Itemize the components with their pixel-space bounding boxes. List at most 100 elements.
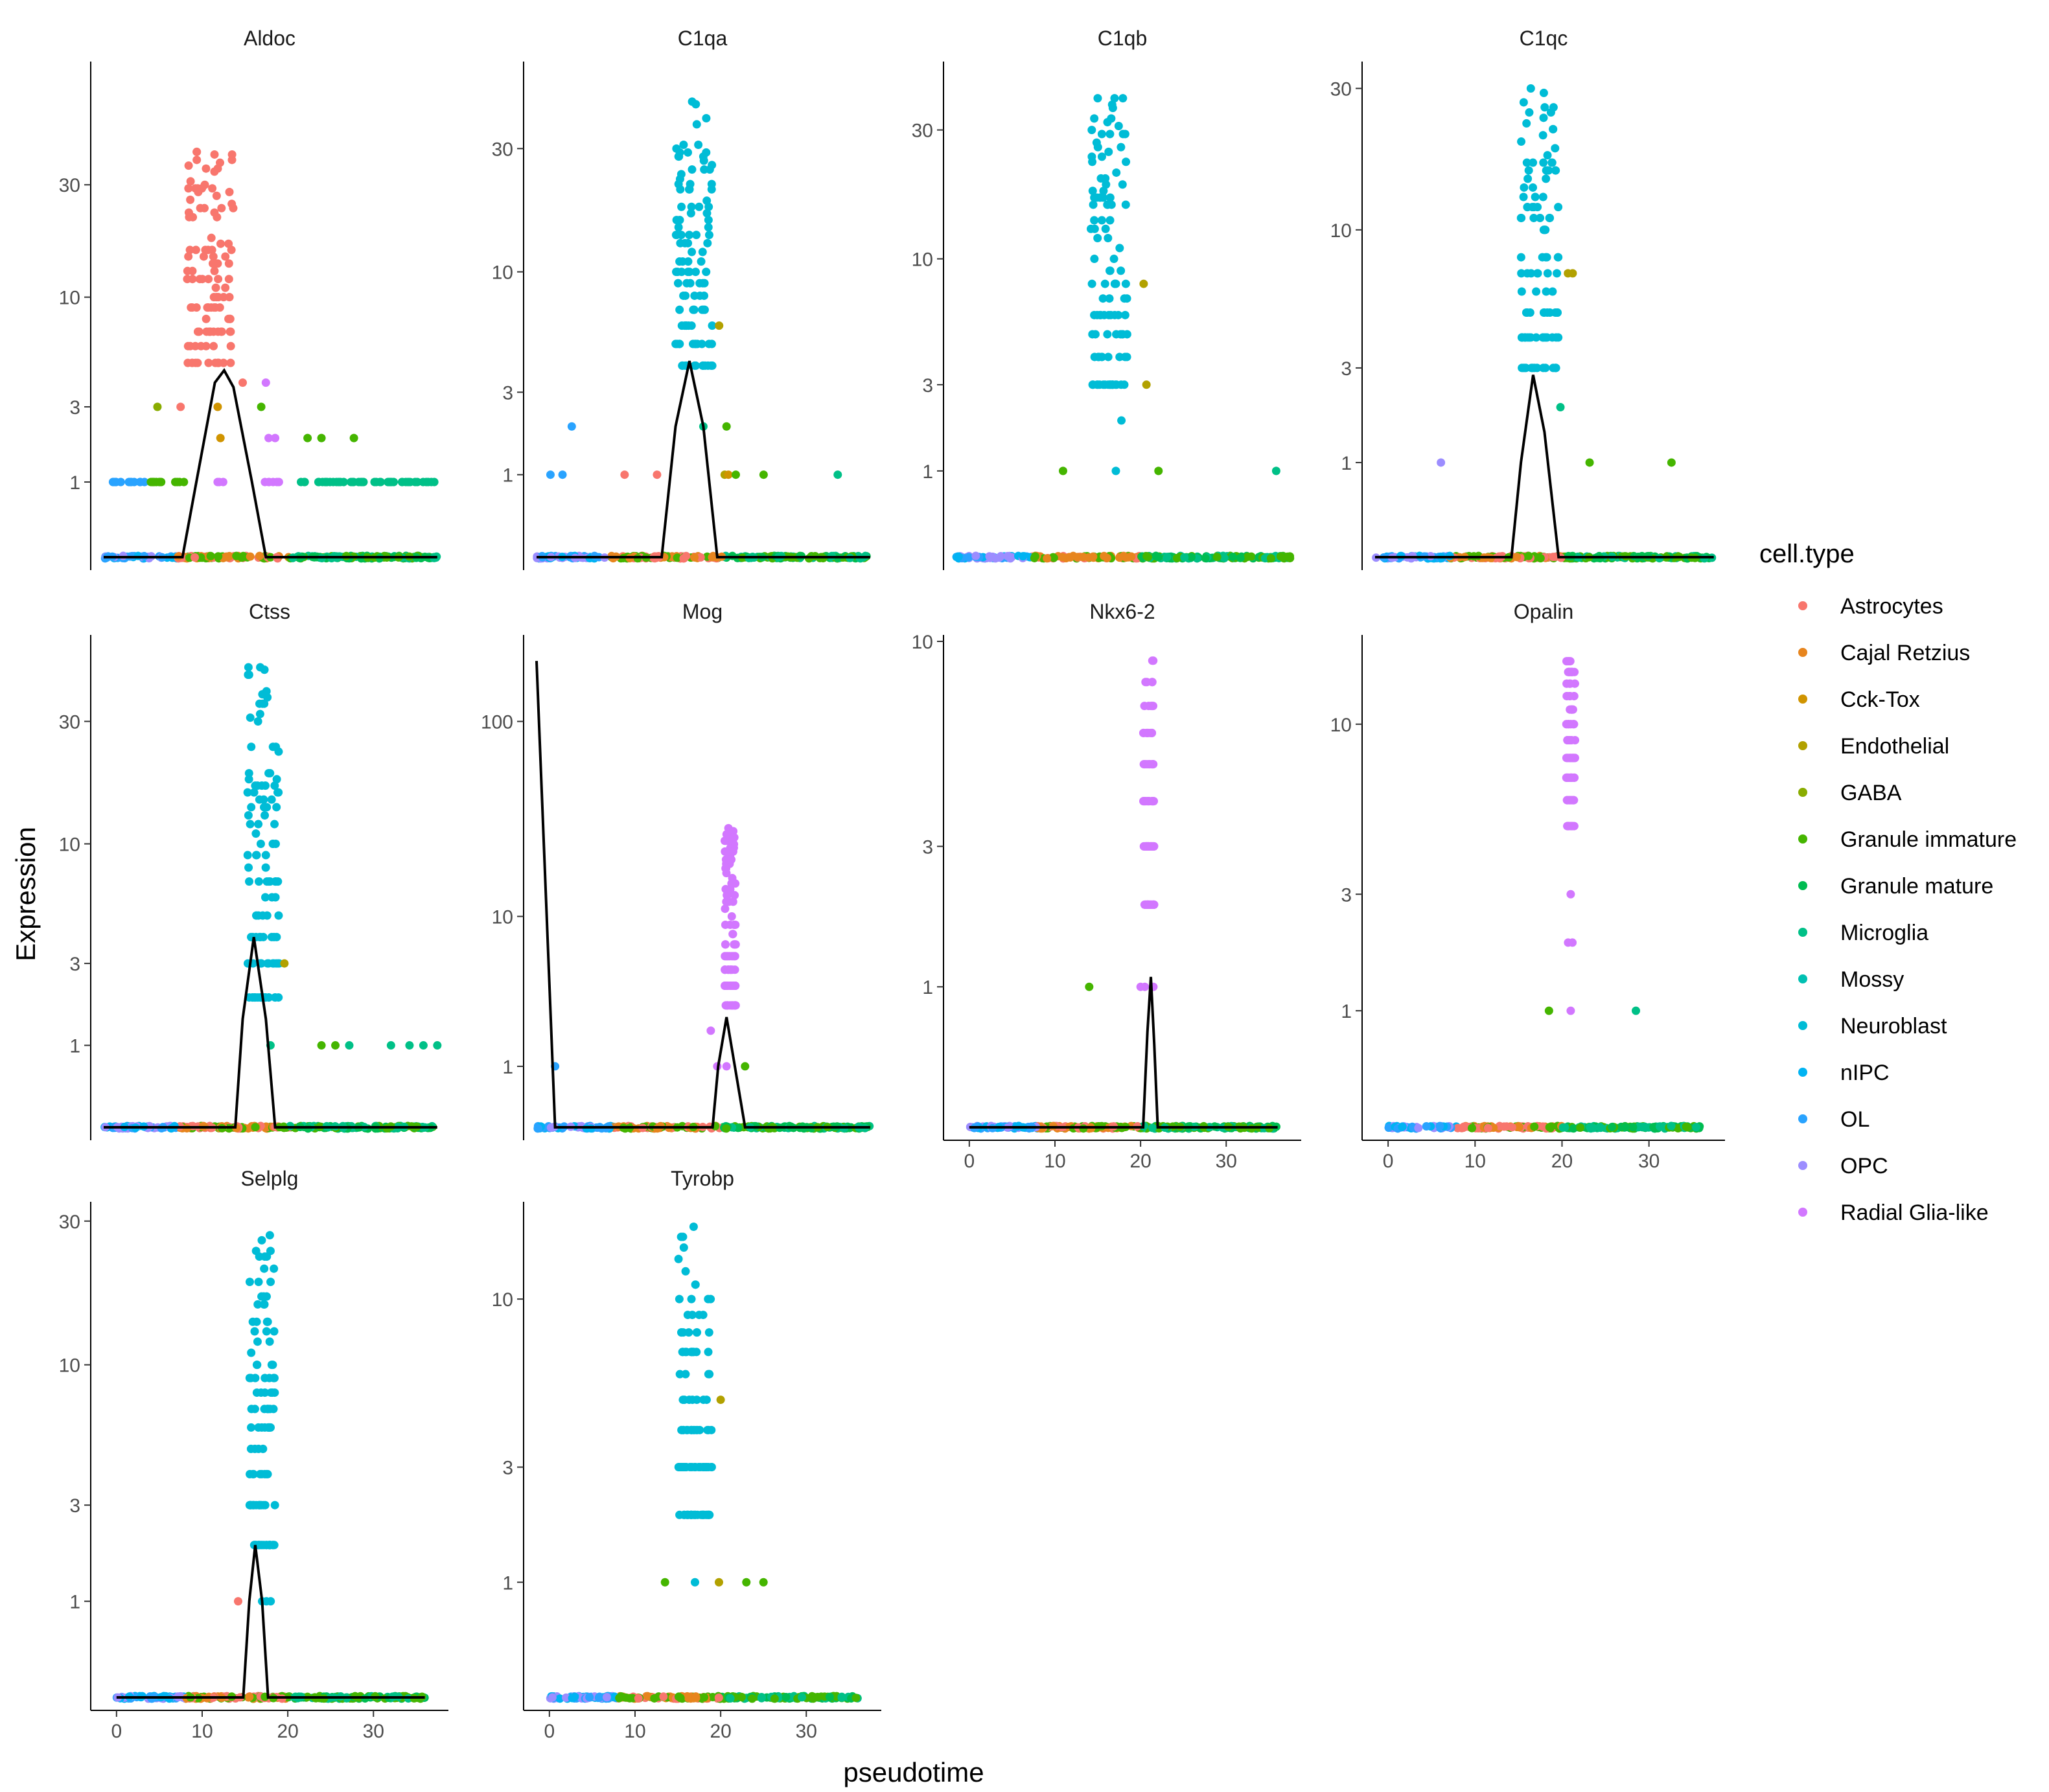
data-point bbox=[706, 1026, 715, 1035]
data-point bbox=[1058, 466, 1067, 476]
y-tick-label: 1 bbox=[502, 1572, 513, 1594]
data-point bbox=[697, 339, 706, 349]
data-point bbox=[1632, 1006, 1641, 1015]
data-point bbox=[303, 433, 312, 442]
data-point bbox=[708, 161, 717, 170]
facet-panel-c1qb: C1qb 1 3 10 30 bbox=[912, 27, 1295, 570]
data-point bbox=[759, 470, 768, 479]
data-point bbox=[226, 358, 235, 367]
data-point bbox=[1547, 333, 1557, 342]
data-point bbox=[1542, 287, 1551, 296]
y-tick-label: 3 bbox=[502, 382, 513, 404]
data-point bbox=[251, 781, 260, 790]
data-point bbox=[1220, 553, 1229, 562]
data-point bbox=[1524, 166, 1533, 175]
data-point bbox=[251, 829, 260, 838]
data-point bbox=[192, 147, 202, 156]
data-point bbox=[1115, 553, 1124, 562]
data-point bbox=[184, 252, 193, 261]
data-point bbox=[699, 152, 708, 161]
data-point bbox=[314, 477, 323, 487]
data-point bbox=[140, 477, 149, 487]
data-point bbox=[675, 1294, 684, 1304]
data-point bbox=[213, 402, 222, 411]
data-point bbox=[702, 1396, 711, 1405]
data-point bbox=[715, 321, 724, 330]
data-point bbox=[249, 788, 259, 797]
data-point bbox=[267, 795, 276, 804]
y-tick-label: 1 bbox=[1341, 453, 1352, 474]
data-point bbox=[1562, 720, 1571, 729]
data-point bbox=[245, 877, 254, 886]
data-point bbox=[685, 231, 694, 240]
data-point bbox=[678, 361, 687, 370]
data-point bbox=[720, 836, 729, 845]
facet-title: Tyrobp bbox=[671, 1167, 734, 1190]
data-point bbox=[704, 216, 713, 225]
data-point bbox=[1019, 552, 1028, 561]
data-point bbox=[704, 1328, 713, 1337]
data-point bbox=[1104, 380, 1113, 389]
data-point bbox=[1570, 679, 1579, 688]
data-point bbox=[255, 551, 264, 560]
data-point bbox=[427, 477, 436, 487]
data-point bbox=[260, 893, 270, 902]
legend-key bbox=[1798, 1161, 1807, 1170]
data-point bbox=[1539, 158, 1548, 167]
data-point bbox=[1097, 152, 1106, 161]
data-point bbox=[274, 788, 283, 797]
data-point bbox=[1523, 203, 1532, 212]
data-point bbox=[202, 314, 211, 323]
data-point bbox=[419, 1041, 428, 1050]
data-point bbox=[183, 275, 192, 284]
facet-title: Aldoc bbox=[244, 27, 295, 50]
facet-title: Nkx6-2 bbox=[1089, 600, 1155, 623]
data-point bbox=[204, 275, 213, 284]
legend-label: OL bbox=[1840, 1107, 1870, 1132]
data-point bbox=[1122, 157, 1131, 167]
y-tick-label: 1 bbox=[502, 465, 513, 487]
data-point bbox=[689, 1223, 698, 1232]
data-point bbox=[1667, 1121, 1676, 1131]
data-point bbox=[325, 477, 334, 487]
data-point bbox=[1467, 1123, 1476, 1132]
data-point bbox=[262, 1327, 271, 1336]
y-tick-label: 1 bbox=[69, 1592, 80, 1613]
data-point bbox=[1519, 98, 1528, 107]
data-point bbox=[224, 275, 233, 284]
data-point bbox=[219, 293, 228, 302]
data-point bbox=[722, 1124, 731, 1133]
data-point bbox=[267, 932, 276, 941]
facet-panel-c1qa: C1qa 1 3 10 30 bbox=[492, 27, 871, 570]
data-point bbox=[1058, 553, 1067, 562]
data-point bbox=[1111, 466, 1120, 476]
data-point bbox=[227, 155, 237, 165]
facet-panels: Aldoc131030C1qa131030C1qb131030C1qc13103… bbox=[59, 27, 1725, 1742]
data-point bbox=[1090, 255, 1099, 264]
data-point bbox=[964, 553, 973, 562]
data-point bbox=[1149, 702, 1158, 711]
data-point bbox=[317, 1041, 326, 1050]
data-point bbox=[699, 1311, 708, 1320]
data-point bbox=[704, 1348, 713, 1357]
data-point bbox=[1551, 166, 1560, 175]
data-point bbox=[692, 120, 701, 129]
data-point bbox=[702, 268, 711, 277]
data-point bbox=[224, 259, 233, 268]
data-point bbox=[1093, 233, 1102, 242]
data-point bbox=[1569, 691, 1579, 700]
data-point bbox=[1566, 1006, 1575, 1015]
data-point bbox=[397, 477, 406, 487]
y-tick-label: 3 bbox=[69, 954, 80, 975]
data-point bbox=[1106, 310, 1115, 319]
legend-label: Granule mature bbox=[1840, 874, 1993, 899]
data-point bbox=[985, 552, 994, 561]
legend-label: Astrocytes bbox=[1840, 594, 1943, 619]
data-point bbox=[202, 341, 211, 350]
data-point bbox=[196, 203, 205, 213]
data-point bbox=[1529, 158, 1538, 167]
data-point bbox=[184, 161, 193, 170]
data-point bbox=[679, 1243, 688, 1252]
data-point bbox=[724, 470, 733, 479]
data-point bbox=[1087, 152, 1096, 161]
